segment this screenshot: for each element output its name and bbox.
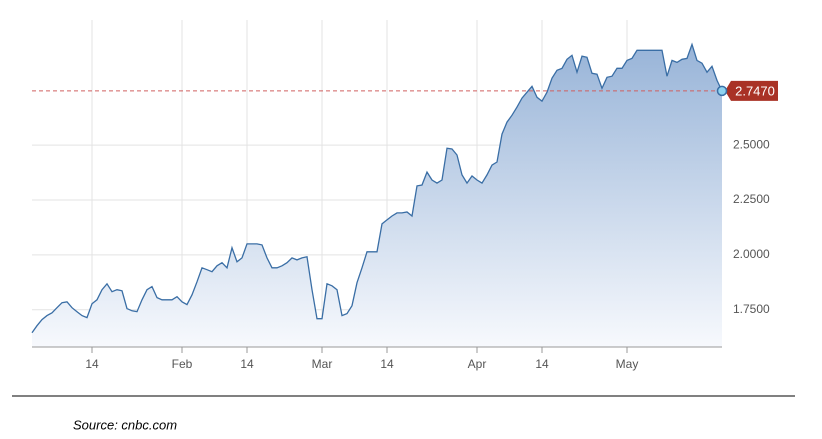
x-tick-label: Apr: [468, 357, 487, 371]
y-tick-label: 1.7500: [733, 302, 770, 316]
y-tick-label: 2.2500: [733, 192, 770, 206]
x-tick-label: 14: [380, 357, 394, 371]
area: [32, 44, 722, 348]
last-value-box: [725, 80, 778, 101]
y-tick-label: 2.5000: [733, 137, 770, 151]
y-tick-label: 2.0000: [733, 247, 770, 261]
x-tick-label: May: [616, 357, 639, 371]
x-tick-label: 14: [535, 357, 549, 371]
x-tick-label: Feb: [172, 357, 193, 371]
last-value-label: 2.7470: [735, 83, 775, 98]
x-tick-label: 14: [240, 357, 254, 371]
last-point: [716, 85, 728, 97]
x-tick-label: Mar: [312, 357, 333, 371]
x-tick-label: 14: [85, 357, 99, 371]
line: [31, 42, 723, 334]
source: Source: cnbc.com: [73, 417, 177, 432]
